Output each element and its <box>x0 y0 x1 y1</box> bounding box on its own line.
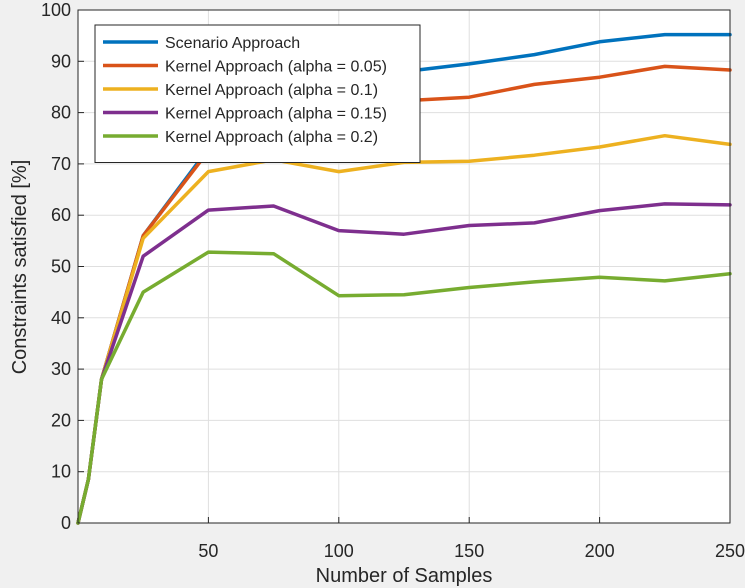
x-tick-label: 150 <box>454 541 484 561</box>
legend-label: Kernel Approach (alpha = 0.05) <box>165 59 387 76</box>
legend-label: Kernel Approach (alpha = 0.1) <box>165 82 378 99</box>
y-tick-label: 70 <box>51 154 71 174</box>
series-line-5 <box>76 250 732 525</box>
y-tick-label: 30 <box>51 359 71 379</box>
y-tick-label: 40 <box>51 308 71 328</box>
y-tick-label: 10 <box>51 462 71 482</box>
x-tick-label: 100 <box>324 541 354 561</box>
legend-box <box>94 24 421 163</box>
legend-label: Scenario Approach <box>165 35 300 52</box>
y-tick-label: 80 <box>51 103 71 123</box>
y-tick-label: 90 <box>51 51 71 71</box>
legend-label: Kernel Approach (alpha = 0.15) <box>165 106 387 123</box>
y-tick-label: 50 <box>51 257 71 277</box>
y-tick-label: 60 <box>51 205 71 225</box>
x-tick-label: 200 <box>585 541 615 561</box>
x-tick-label: 50 <box>198 541 218 561</box>
x-tick-label: 250 <box>715 541 745 561</box>
x-axis-label: Number of Samples <box>316 565 493 587</box>
axis-ticks: 0 10 20 30 40 50 60 70 80 90 100 50 100 150 200 250 <box>41 0 745 561</box>
legend-label: Kernel Approach (alpha = 0.2) <box>165 129 378 146</box>
y-tick-label: 0 <box>61 513 71 533</box>
y-tick-label: 20 <box>51 410 71 430</box>
legend: Scenario Approach Kernel Approach (alpha … <box>94 24 421 163</box>
y-tick-label: 100 <box>41 0 71 20</box>
y-axis-label: Constraints satisfied [%] <box>9 160 31 375</box>
